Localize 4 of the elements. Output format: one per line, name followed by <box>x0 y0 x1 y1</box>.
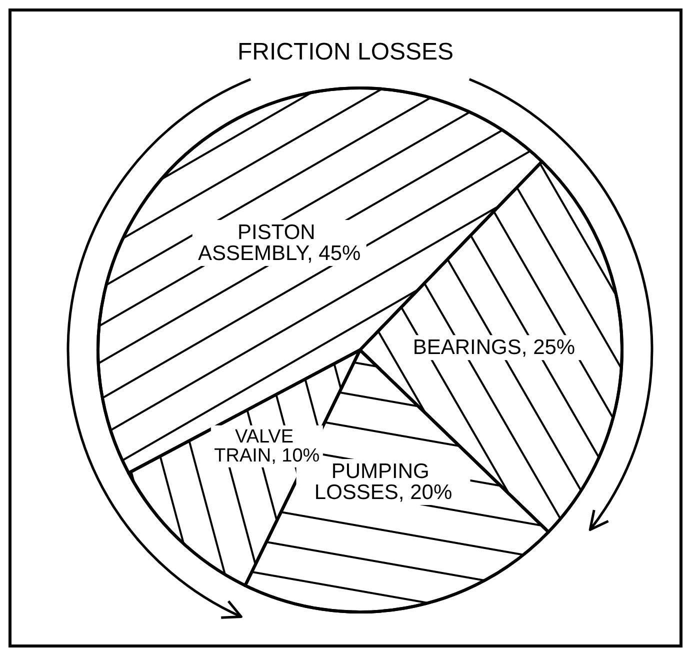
slice-label: VALVE TRAIN, 10% <box>214 426 320 466</box>
chart-title: FRICTION LOSSES <box>237 38 454 66</box>
slice-label: PISTON ASSEMBLY, 45% <box>198 220 361 265</box>
slice-label: BEARINGS, 25% <box>412 336 576 360</box>
